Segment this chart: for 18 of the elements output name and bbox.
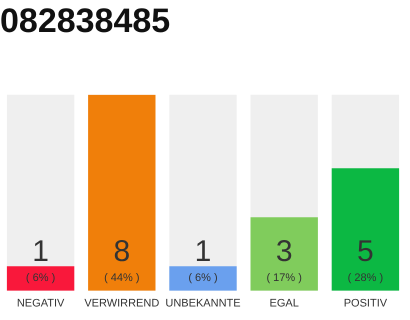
- data-label: 8: [113, 234, 130, 268]
- x-tick-label: UNBEKANNTE: [165, 297, 241, 310]
- x-tick-label: NEGATIV: [16, 297, 65, 310]
- annotation: ( 17% ): [266, 272, 302, 284]
- bar: [6, 266, 74, 291]
- x-tick-label: POSITIV: [344, 297, 388, 310]
- annotation: ( 44% ): [104, 272, 140, 284]
- x-tick-label: VERWIRREND: [84, 297, 160, 310]
- annotation: ( 6% ): [26, 272, 56, 284]
- data-label: 1: [194, 234, 212, 268]
- chart-title: 082838485: [0, 2, 170, 40]
- data-label: 3: [276, 234, 293, 268]
- data-label: 5: [357, 234, 374, 268]
- annotation: ( 28% ): [348, 272, 384, 284]
- annotation: ( 6% ): [188, 272, 218, 284]
- x-tick-label: EGAL: [270, 297, 299, 310]
- bar: [169, 266, 237, 291]
- data-label: 1: [32, 234, 49, 268]
